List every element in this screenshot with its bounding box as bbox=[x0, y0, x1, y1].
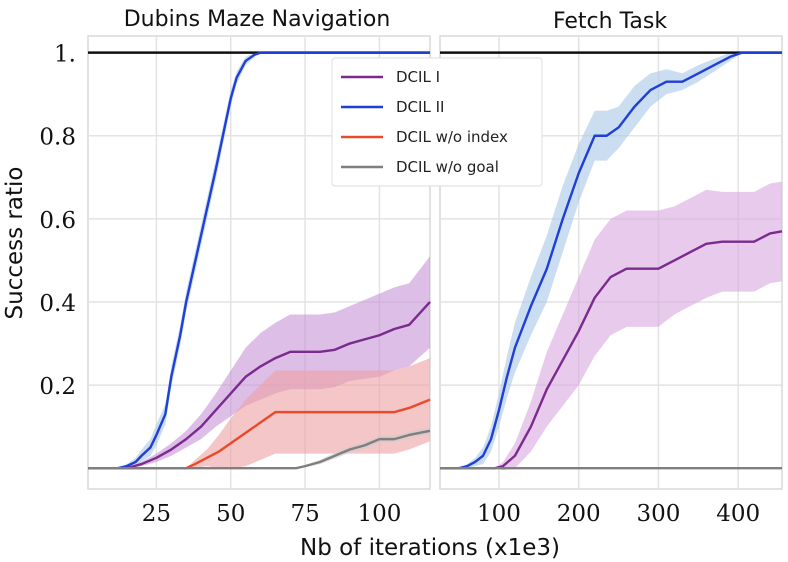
line-dcil-i bbox=[88, 301, 431, 470]
line-dcil-ii bbox=[88, 51, 430, 470]
line-dcil-i bbox=[440, 230, 783, 470]
y-tick-label: 0.4 bbox=[39, 291, 76, 317]
y-tick-label: 1. bbox=[54, 42, 76, 68]
band-dcil-i bbox=[440, 181, 782, 471]
band-dcil-w-o-index bbox=[88, 358, 430, 469]
band-dcil-w-o-goal bbox=[88, 427, 430, 469]
legend-label-dcil-w-o-goal: DCIL w/o goal bbox=[396, 158, 499, 176]
panel-title-fetch: Fetch Task bbox=[553, 9, 667, 34]
x-tick-label: 200 bbox=[557, 501, 601, 527]
x-tick-label: 75 bbox=[290, 501, 319, 527]
y-tick-label: 0.8 bbox=[39, 125, 76, 151]
x-tick-label: 25 bbox=[142, 501, 171, 527]
legend-label-dcil-ii: DCIL II bbox=[396, 98, 444, 116]
y-axis-label: Success ratio bbox=[2, 167, 28, 320]
x-tick-label: 100 bbox=[357, 501, 401, 527]
y-tick-label: 0.6 bbox=[39, 208, 76, 234]
legend: DCIL I DCIL II DCIL w/o index DCIL w/o goal bbox=[331, 57, 543, 187]
y-axis: 0.2 0.4 0.6 0.8 1. bbox=[39, 42, 76, 400]
band-dcil-ii bbox=[440, 52, 782, 469]
x-tick-label: 50 bbox=[216, 501, 245, 527]
panel-title-dubins: Dubins Maze Navigation bbox=[124, 7, 391, 32]
x-tick-label: 400 bbox=[716, 501, 760, 527]
band-dcil-i bbox=[88, 256, 430, 469]
line-dcil-w-o-goal bbox=[88, 429, 431, 470]
x-tick-label: 100 bbox=[477, 501, 521, 527]
legend-label-dcil-w-o-index: DCIL w/o index bbox=[396, 128, 508, 146]
line-dcil-ii bbox=[440, 51, 782, 470]
legend-label-dcil-i: DCIL I bbox=[396, 68, 440, 86]
line-dcil-w-o-index bbox=[88, 398, 431, 470]
y-tick-label: 0.2 bbox=[39, 374, 76, 400]
x-tick-label: 300 bbox=[636, 501, 680, 527]
x-axis-label: Nb of iterations (x1e3) bbox=[300, 535, 560, 561]
legend-box bbox=[331, 57, 543, 187]
